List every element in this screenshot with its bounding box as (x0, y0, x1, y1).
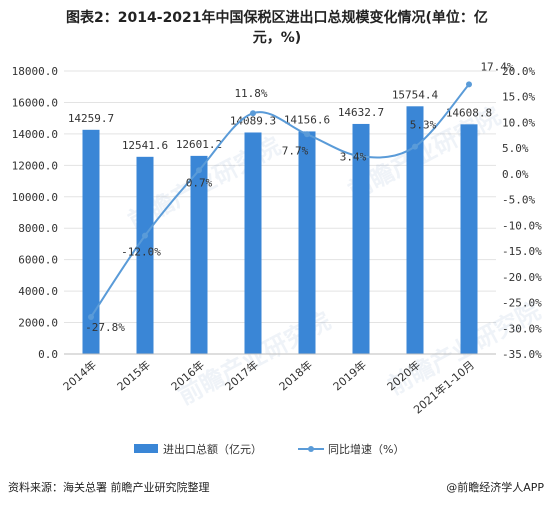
line-value-label: 17.4% (480, 60, 513, 73)
line-value-label: -27.8% (85, 321, 125, 334)
left-tick-label: 2000.0 (18, 317, 58, 330)
chart-title-line1: 图表2：2014-2021年中国保税区进出口总规模变化情况(单位：亿 (66, 10, 488, 26)
bar (406, 106, 424, 355)
right-tick-label: 15.0% (502, 91, 535, 104)
source-note: 资料来源：海关总署 前瞻产业研究院整理 (8, 481, 210, 494)
line-value-label: 5.3% (410, 119, 437, 132)
chart-title: 图表2：2014-2021年中国保税区进出口总规模变化情况(单位：亿 元，%) (0, 8, 554, 48)
left-tick-label: 16000.0 (12, 96, 58, 109)
left-axis: 0.0 2000.0 4000.0 6000.0 8000.0 10000.0 12000.… (12, 65, 58, 361)
left-tick-label: 6000.0 (18, 254, 58, 267)
left-tick-label: 0.0 (38, 348, 58, 361)
right-tick-label: -35.0% (502, 348, 542, 361)
bar-value-label: 15754.4 (392, 88, 439, 101)
left-tick-label: 12000.0 (12, 159, 58, 172)
line-point (358, 153, 364, 160)
line-point (412, 143, 418, 150)
bar (244, 132, 262, 354)
bar (136, 156, 154, 354)
chart-title-line2: 元，%) (252, 30, 302, 46)
right-tick-label: 10.0% (502, 116, 535, 129)
bar-value-label: 14156.6 (284, 113, 330, 126)
line-point (142, 232, 148, 239)
bar (352, 123, 370, 354)
bar (190, 155, 208, 354)
line-point (88, 313, 94, 320)
line-value-label: 0.7% (186, 176, 213, 189)
right-tick-label: -5.0% (502, 194, 535, 207)
right-axis: -35.0% -30.0% -25.0% -20.0% -15.0% -10.0% -5.0… (502, 65, 542, 361)
left-tick-label: 18000.0 (12, 65, 58, 78)
right-tick-label: -30.0% (502, 322, 542, 335)
right-tick-label: 0.0% (502, 168, 529, 181)
bar-value-label: 12541.6 (122, 139, 168, 152)
line-point (466, 81, 472, 88)
bar-series: 14259.7 12541.6 12601.2 14089.3 14156.6 14632… (68, 88, 492, 355)
line-value-label: -12.0% (121, 246, 161, 259)
left-tick-label: 8000.0 (18, 222, 58, 235)
left-tick-label: 10000.0 (12, 191, 58, 204)
line-value-label: 3.4% (340, 150, 367, 163)
legend-bar-label: 进出口总额（亿元） (163, 442, 262, 456)
bar (298, 131, 316, 354)
x-tick-label: 2019年 (330, 358, 369, 394)
bar (460, 124, 478, 354)
right-tick-label: -15.0% (502, 245, 542, 258)
grid-lines (64, 70, 496, 355)
line-point (196, 167, 202, 174)
line-point (250, 110, 256, 117)
x-tick-label: 2014年 (60, 358, 99, 394)
legend-line-label: 同比增速（%） (328, 442, 404, 456)
bar-value-label: 12601.2 (176, 138, 222, 151)
legend-line-marker (308, 446, 314, 452)
bar-value-label: 14632.7 (338, 106, 384, 119)
legend: 进出口总额（亿元） 同比增速（%） (134, 442, 404, 456)
bar-value-label: 14608.8 (446, 106, 492, 119)
right-tick-label: 20.0% (502, 65, 535, 78)
right-tick-label: -20.0% (502, 271, 542, 284)
bar (82, 129, 100, 354)
right-tick-label: 5.0% (502, 142, 529, 155)
left-tick-label: 14000.0 (12, 128, 58, 141)
credit-note: @前瞻经济学人APP (446, 481, 544, 494)
bar-value-label: 14089.3 (230, 114, 276, 127)
line-value-label: 11.8% (234, 87, 267, 100)
right-tick-label: -10.0% (502, 219, 542, 232)
left-tick-label: 4000.0 (18, 285, 58, 298)
right-tick-label: -25.0% (502, 297, 542, 310)
x-tick-label: 2015年 (114, 358, 153, 394)
legend-bar-swatch (134, 444, 158, 453)
bar-value-label: 14259.7 (68, 112, 114, 125)
line-value-label: 7.7% (282, 144, 309, 157)
x-tick-label: 2018年 (276, 358, 315, 394)
line-series: -27.8% -12.0% 0.7% 11.8% 7.7% 3.4% 5.3% 17.4% (85, 60, 514, 334)
line-point (304, 131, 310, 138)
